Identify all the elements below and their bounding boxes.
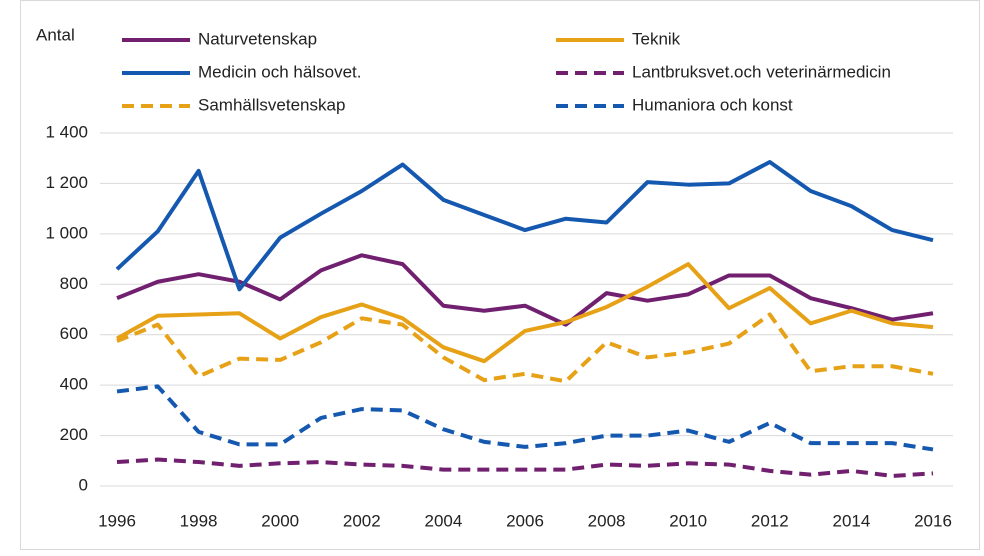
- y-tick-label: 0: [79, 475, 88, 494]
- legend-label: Samhällsvetenskap: [198, 95, 345, 114]
- series-line: [115, 159, 934, 292]
- y-axis-label: Antal: [36, 25, 75, 44]
- y-tick-label: 800: [60, 274, 88, 293]
- x-tick-label: 2014: [832, 511, 870, 530]
- x-tick-label: 2002: [343, 511, 381, 530]
- y-tick-label: 600: [60, 324, 88, 343]
- legend-label: Naturvetenskap: [198, 29, 317, 48]
- x-tick-label: 2004: [424, 511, 462, 530]
- legend-label: Lantbruksvet.och veterinärmedicin: [632, 62, 891, 81]
- y-tick-label: 400: [60, 375, 88, 394]
- legend-label: Humaniora och konst: [632, 95, 793, 114]
- series-line: [116, 253, 934, 327]
- x-tick-label: 1996: [98, 511, 136, 530]
- series-line: [116, 384, 934, 452]
- x-tick-label: 1998: [180, 511, 218, 530]
- y-tick-label: 1 200: [45, 173, 88, 192]
- x-tick-label: 2012: [751, 511, 789, 530]
- legend-label: Medicin och hälsovet.: [198, 62, 361, 81]
- y-tick-label: 1 400: [45, 122, 88, 141]
- x-tick-label: 2010: [669, 511, 707, 530]
- series-line: [116, 262, 934, 364]
- x-tick-label: 2016: [914, 511, 952, 530]
- x-tick-label: 2000: [261, 511, 299, 530]
- series-line: [116, 312, 934, 384]
- series-line: [116, 457, 934, 478]
- x-tick-label: 2006: [506, 511, 544, 530]
- legend-label: Teknik: [632, 29, 681, 48]
- x-tick-label: 2008: [588, 511, 626, 530]
- chart-frame: [20, 0, 980, 550]
- y-tick-label: 1 000: [45, 223, 88, 242]
- y-tick-label: 200: [60, 425, 88, 444]
